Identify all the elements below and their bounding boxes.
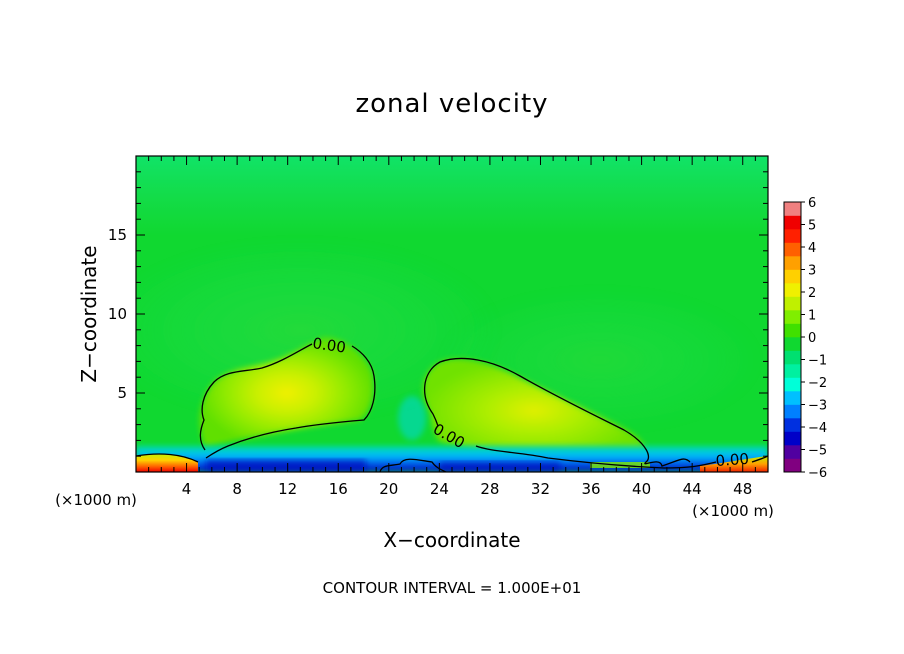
colorbar-tick-label: −6	[808, 466, 827, 481]
colorbar-swatch	[784, 323, 801, 338]
contour-right-cell	[423, 357, 717, 469]
upper-layer	[136, 156, 768, 236]
contour-label: 0.00	[311, 334, 347, 356]
colorbar-tick-label: 4	[808, 241, 816, 256]
contour-surface-left	[136, 453, 199, 463]
colorbar-swatch	[784, 404, 801, 419]
y-tick-label: 10	[108, 305, 127, 323]
colorbar-tick-label: 3	[808, 264, 816, 279]
colorbar: 6 5 4 3 2 1 0 −1 −2 −3 −4 −5 −6	[783, 196, 827, 481]
y-tick-label: 5	[117, 384, 127, 402]
colorbar-swatch	[784, 229, 801, 243]
colorbar-swatch	[784, 296, 801, 311]
x-units-left: (×1000 m)	[55, 491, 137, 509]
colorbar-swatch	[784, 242, 801, 257]
colorbar-tick-label: 5	[808, 219, 816, 234]
x-axis-ticks: 4 8 12 16 20 24 28 32 36 40 44 48	[148, 156, 756, 498]
x-tick-label: 12	[278, 480, 297, 498]
colorbar-swatch	[784, 350, 801, 365]
colorbar-tick-label: −2	[808, 376, 827, 391]
colorbar-swatch	[784, 445, 801, 459]
x-tick-label: 48	[733, 480, 752, 498]
x-tick-label: 16	[329, 480, 348, 498]
colorbar-tick-label: 2	[808, 286, 816, 301]
colorbar-swatch	[784, 269, 801, 284]
colorbar-tick-label: 6	[808, 196, 816, 211]
colorbar-swatch	[784, 202, 801, 216]
x-tick-label: 44	[683, 480, 702, 498]
colorbar-swatch	[784, 418, 801, 432]
colorbar-tick-label: −4	[808, 421, 827, 436]
contour-label: 0.00	[715, 450, 750, 470]
cyan-gap-region	[398, 396, 426, 440]
y-axis-label: Z−coordinate	[77, 245, 101, 382]
colorbar-tick-label: −5	[808, 444, 827, 459]
x-tick-label: 4	[182, 480, 192, 498]
colorbar-swatch	[784, 337, 801, 351]
y-axis-ticks: 5 10 15	[108, 171, 768, 457]
colorbar-swatch	[784, 431, 801, 446]
colorbar-swatch	[784, 310, 801, 324]
x-tick-label: 28	[480, 480, 499, 498]
colorbar-swatch	[784, 215, 801, 230]
x-tick-label: 40	[632, 480, 651, 498]
x-tick-label: 20	[379, 480, 398, 498]
colorbar-tick-label: −1	[808, 354, 827, 369]
x-tick-label: 8	[232, 480, 242, 498]
x-axis-label: X−coordinate	[383, 528, 520, 552]
colorbar-tick-label: −3	[808, 399, 827, 414]
surface-strong-negative-right	[440, 462, 560, 472]
colorbar-swatch	[784, 364, 801, 378]
colorbar-swatch	[784, 256, 801, 270]
contour-left-cell	[199, 343, 376, 459]
colorbar-swatch	[784, 377, 801, 392]
colorbar-swatch	[784, 283, 801, 297]
surface-strong-negative	[206, 460, 366, 472]
x-tick-label: 24	[430, 480, 449, 498]
zero-contours	[136, 343, 768, 472]
contour-interval-footer: CONTOUR INTERVAL = 1.000E+01	[323, 579, 582, 597]
left-edge-positive-band	[136, 454, 198, 472]
velocity-field	[136, 156, 768, 472]
positive-cell-right	[423, 358, 646, 462]
y-tick-label: 15	[108, 226, 127, 244]
colorbar-tick-label: 1	[808, 309, 816, 324]
x-tick-label: 36	[581, 480, 600, 498]
x-units-right: (×1000 m)	[692, 502, 774, 520]
colorbar-swatch	[784, 391, 801, 405]
colorbar-swatch	[784, 458, 801, 473]
x-tick-label: 32	[531, 480, 550, 498]
chart-title: zonal velocity	[355, 89, 548, 119]
positive-cell-left	[199, 337, 374, 448]
colorbar-tick-label: 0	[808, 331, 816, 346]
